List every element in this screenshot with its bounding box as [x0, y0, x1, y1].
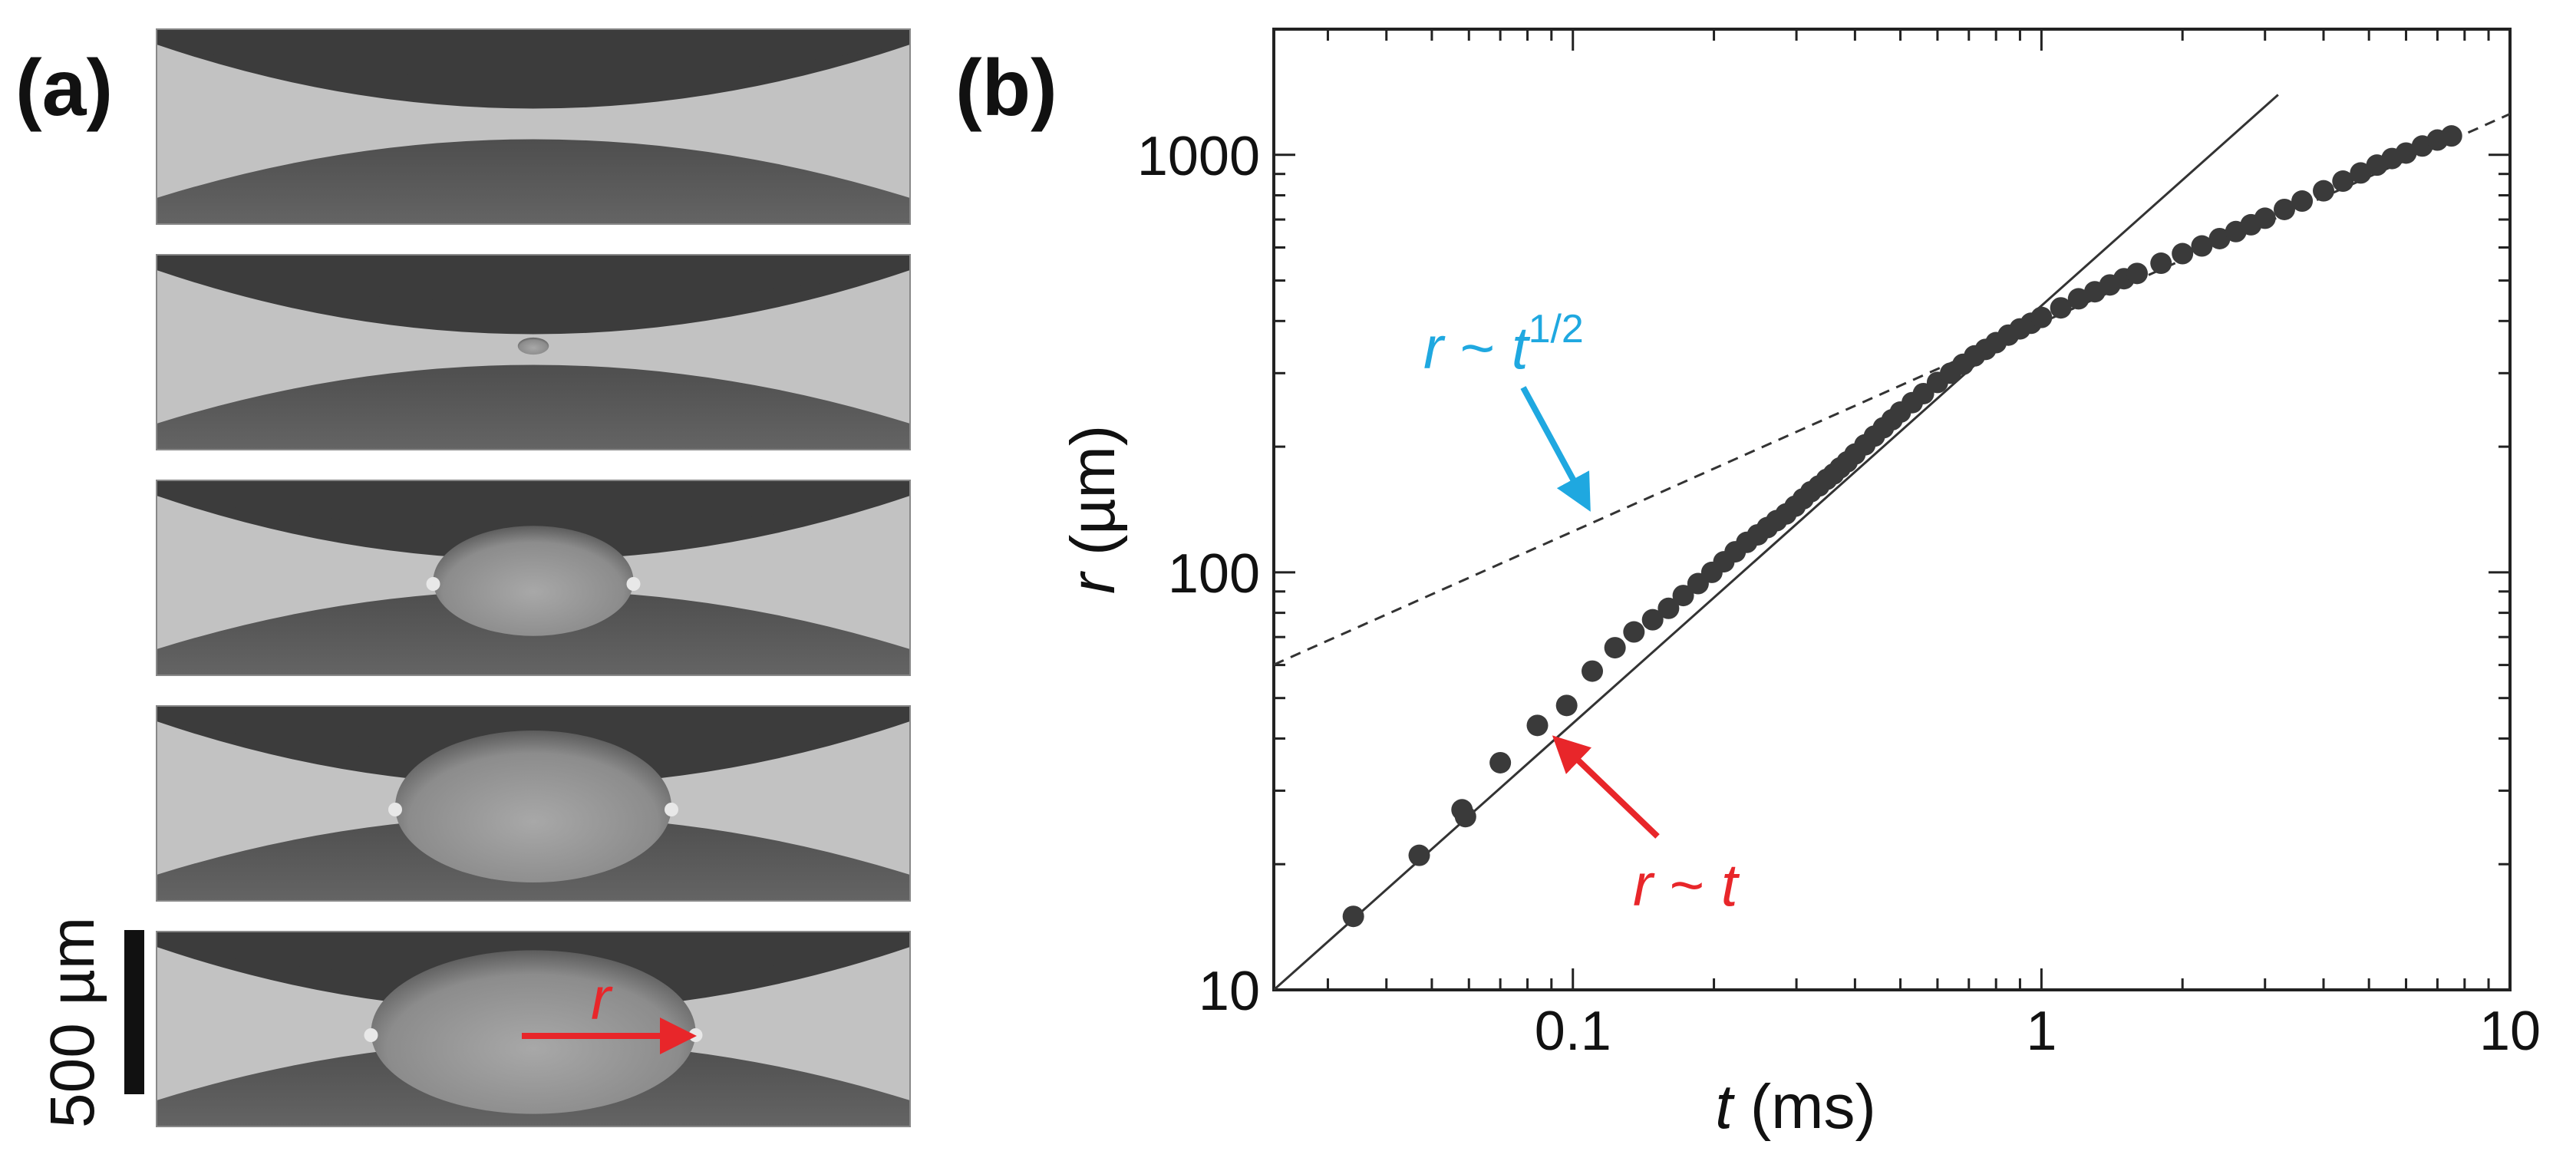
frame-border	[156, 28, 911, 225]
anno-sqrt-t: t	[1512, 314, 1531, 381]
data-point	[1657, 597, 1680, 619]
fit-line-linear	[1274, 94, 2279, 990]
annotation-linear-text: r ~ t	[1633, 851, 1740, 919]
frame-border	[156, 254, 911, 450]
anno-sqrt-var: r	[1423, 314, 1446, 381]
anno-linear-mid: ~	[1653, 851, 1721, 919]
data-point	[2208, 227, 2231, 249]
upper-drop-cap	[157, 496, 910, 528]
data-point	[1489, 751, 1512, 773]
data-point	[1641, 609, 1664, 631]
data-point	[1555, 694, 1578, 717]
data-point	[2150, 252, 2172, 275]
data-point	[1408, 844, 1430, 866]
scale-bar-label: 500 µm	[38, 917, 107, 1128]
y-axis-var: r	[1058, 570, 1128, 594]
axis-ticks	[1274, 28, 2512, 991]
x-tick-label-1: 1	[2026, 1001, 2057, 1062]
panel-a-label: (a)	[15, 44, 113, 133]
annotation-linear: r ~ t	[1552, 735, 1740, 919]
bridge-edge-right	[665, 803, 678, 816]
data-point	[1672, 585, 1694, 607]
panel-a: (a) 500 µm r	[15, 28, 911, 1128]
frame-border	[156, 705, 911, 902]
data-point	[2291, 190, 2314, 213]
annotation-sqrt-arrow	[1520, 386, 1591, 512]
data-point	[2030, 306, 2053, 328]
upper-drop-cap	[157, 45, 910, 79]
plot-frame	[1272, 28, 2512, 991]
lower-drop	[157, 139, 910, 224]
liquid-bridge	[517, 337, 549, 355]
data-point	[1623, 621, 1645, 643]
frame-2	[156, 254, 911, 450]
frame-3	[156, 480, 911, 676]
data-point	[2395, 142, 2417, 164]
data-point	[2440, 125, 2462, 147]
data-point	[2191, 235, 2213, 257]
bridge-edge-right	[626, 577, 641, 591]
liquid-bridge	[433, 526, 634, 636]
x-axis-unit: (ms)	[1733, 1072, 1876, 1142]
anno-linear-t: t	[1721, 851, 1740, 919]
anno-sqrt-mid: ~	[1443, 314, 1512, 381]
annotation-sqrt: r ~ t1/2	[1423, 307, 1591, 512]
anno-sqrt-exp: 1/2	[1529, 307, 1584, 351]
bridge-edge-right	[688, 1028, 703, 1042]
data-point	[2126, 262, 2149, 285]
bridge-edge-left	[364, 1028, 378, 1042]
upper-drop-cap	[157, 270, 910, 302]
data-points	[1342, 125, 2462, 928]
panel-b: (b) 0.1 1 10 10 100 1000 t (ms) r (µm) r…	[955, 28, 2541, 1142]
lower-drop	[157, 364, 910, 450]
bridge-edge-left	[426, 577, 440, 591]
y-axis-label: r (µm)	[1058, 425, 1128, 594]
annotation-sqrt-text: r ~ t1/2	[1423, 307, 1584, 381]
data-point	[2050, 297, 2072, 319]
frame-5	[156, 931, 911, 1127]
data-point	[2273, 198, 2295, 220]
annotation-linear-arrow	[1552, 735, 1660, 839]
panel-b-label: (b)	[955, 44, 1057, 133]
y-tick-label-10: 10	[1199, 961, 1260, 1022]
x-tick-label-10: 10	[2479, 1001, 2541, 1062]
y-axis-unit: (µm)	[1058, 425, 1128, 573]
frame-stack	[156, 28, 911, 1127]
data-point	[1604, 637, 1626, 659]
data-point	[2067, 288, 2089, 310]
x-tick-label-0.1: 0.1	[1535, 1001, 1611, 1062]
data-point	[2254, 207, 2276, 229]
anno-linear-var: r	[1633, 851, 1655, 919]
data-point	[2172, 242, 2194, 265]
frame-1	[156, 28, 911, 225]
bridge-edge-left	[388, 803, 402, 816]
y-tick-label-1000: 1000	[1137, 126, 1260, 187]
data-point	[1582, 660, 1604, 682]
data-point	[1454, 806, 1476, 828]
r-annotation: r	[591, 965, 613, 1032]
frame-border	[156, 931, 911, 1127]
data-point	[2313, 180, 2335, 202]
x-axis-var: t	[1715, 1072, 1735, 1142]
scale-bar	[124, 930, 144, 1094]
data-point	[2350, 162, 2372, 184]
data-point	[1526, 714, 1549, 737]
frame-4	[156, 705, 911, 902]
liquid-bridge	[395, 731, 671, 882]
liquid-bridge	[371, 950, 696, 1114]
data-point	[1342, 905, 1364, 928]
frame-border	[156, 480, 911, 676]
x-axis-label: t (ms)	[1715, 1072, 1876, 1142]
data-point	[2332, 170, 2354, 193]
y-tick-label-100: 100	[1168, 543, 1260, 605]
